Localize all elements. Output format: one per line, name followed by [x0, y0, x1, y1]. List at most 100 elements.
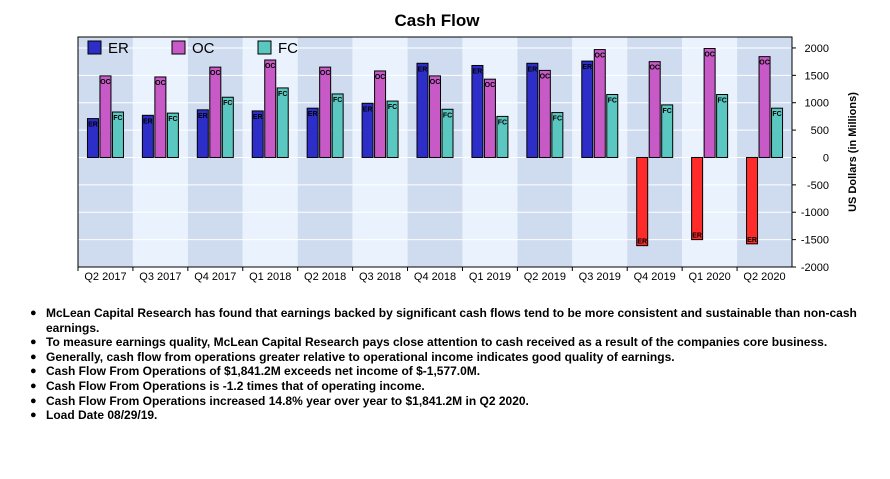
- y-tick-label: -2000: [801, 262, 829, 274]
- x-tick-label: Q4 2017: [194, 271, 236, 283]
- notes-list: McLean Capital Research has found that e…: [30, 306, 880, 423]
- x-tick-label: Q1 2018: [249, 271, 291, 283]
- bar-label-er: ER: [473, 68, 483, 75]
- bar-oc: [264, 59, 277, 158]
- bar-oc: [154, 76, 167, 158]
- x-tick-label: Q2 2020: [743, 271, 785, 283]
- bar-label-fc: FC: [717, 98, 726, 105]
- bar-label-er: ER: [308, 111, 318, 118]
- legend-swatch-er: [87, 40, 102, 55]
- y-axis: 2000 1500 1000 500 0 -500 -1000 -1500 -2000: [792, 43, 829, 274]
- bar-er: [416, 62, 429, 158]
- bar-label-er: ER: [527, 66, 537, 73]
- bar-label-fc: FC: [553, 116, 562, 123]
- bar-fc: [551, 112, 564, 158]
- bar-label-fc: FC: [278, 91, 287, 98]
- bar-label-er: ER: [198, 113, 208, 120]
- legend-swatch-oc: [171, 40, 186, 55]
- bar-er: [306, 107, 319, 158]
- y-tick-label: -1500: [801, 235, 829, 247]
- legend-swatch-fc: [257, 40, 272, 55]
- bar-label-oc: OC: [100, 79, 111, 86]
- bar-label-oc: OC: [759, 60, 770, 67]
- y-tick-label: -500: [807, 180, 829, 192]
- bar-label-oc: OC: [649, 65, 660, 72]
- legend-label-oc: OC: [192, 40, 215, 57]
- x-tick-label: Q3 2018: [359, 271, 401, 283]
- note-item: Cash Flow From Operations increased 14.8…: [30, 394, 880, 409]
- x-tick-label: Q2 2018: [304, 271, 346, 283]
- bar-fc: [111, 111, 124, 158]
- bar-fc: [606, 94, 619, 158]
- bar-fc: [716, 94, 729, 158]
- bar-label-fc: FC: [113, 115, 122, 122]
- bar-er: [251, 110, 264, 158]
- bar-label-oc: OC: [155, 80, 166, 87]
- bar-label-er: ER: [253, 114, 263, 121]
- bar-label-oc: OC: [485, 82, 496, 89]
- bar-label-er: ER: [88, 122, 98, 129]
- y-tick-label: 1000: [805, 98, 829, 110]
- legend-label-er: ER: [108, 40, 129, 57]
- note-item: Load Date 08/29/19.: [30, 408, 880, 423]
- bar-er: [581, 60, 594, 158]
- note-item: Cash Flow From Operations is -1.2 times …: [30, 379, 880, 394]
- y-tick-label: 2000: [805, 43, 829, 55]
- bar-label-fc: FC: [168, 116, 177, 123]
- bar-fc: [496, 115, 509, 158]
- bar-er: [691, 156, 704, 241]
- x-tick-label: Q3 2017: [139, 271, 181, 283]
- bar-oc: [99, 75, 112, 158]
- x-axis: Q2 2017 Q3 2017 Q4 2017 Q1 2018 Q2 2018 Q3 20…: [77, 267, 786, 283]
- bar-label-fc: FC: [223, 100, 232, 107]
- y-tick-label: 1500: [805, 70, 829, 82]
- x-tick-label: Q1 2019: [469, 271, 511, 283]
- bar-oc: [648, 61, 661, 158]
- bar-label-fc: FC: [608, 98, 617, 105]
- bar-er: [746, 156, 759, 245]
- bar-oc: [374, 70, 387, 158]
- x-tick-label: Q2 2017: [84, 271, 126, 283]
- plot-frame: [77, 36, 793, 268]
- x-tick-label: Q1 2020: [689, 271, 731, 283]
- bar-label-oc: OC: [595, 53, 606, 60]
- bar-er: [141, 114, 154, 158]
- bar-fc: [221, 96, 234, 158]
- bar-oc: [758, 56, 771, 158]
- bar-er: [361, 102, 374, 158]
- bar-fc: [661, 104, 674, 158]
- bar-label-fc: FC: [333, 97, 342, 104]
- bar-label-fc: FC: [443, 112, 452, 119]
- bar-label-oc: OC: [265, 63, 276, 70]
- bar-label-er: ER: [143, 118, 153, 125]
- bar-fc: [166, 112, 179, 158]
- bar-label-er: ER: [747, 237, 757, 244]
- y-tick-label: -1000: [801, 207, 829, 219]
- bar-fc: [441, 108, 454, 158]
- bar-label-er: ER: [363, 106, 373, 113]
- bar-er: [471, 64, 484, 158]
- bar-label-er: ER: [418, 66, 428, 73]
- x-tick-label: Q4 2018: [414, 271, 456, 283]
- x-tick-label: Q4 2019: [634, 271, 676, 283]
- bar-fc: [331, 93, 344, 158]
- x-tick-label: Q3 2019: [579, 271, 621, 283]
- note-item: Generally, cash flow from operations gre…: [30, 350, 880, 365]
- bar-label-fc: FC: [388, 104, 397, 111]
- bar-label-oc: OC: [210, 70, 221, 77]
- legend-label-fc: FC: [278, 40, 298, 57]
- bar-oc: [429, 75, 441, 158]
- bar-label-oc: OC: [704, 52, 715, 59]
- bar-oc: [703, 48, 716, 158]
- note-item: McLean Capital Research has found that e…: [30, 306, 880, 335]
- x-tick-label: Q2 2019: [524, 271, 566, 283]
- bar-er: [526, 62, 539, 158]
- bar-oc: [209, 66, 222, 158]
- y-tick-label: 0: [823, 152, 829, 164]
- bar-label-fc: FC: [498, 119, 507, 126]
- chart-title: Cash Flow: [394, 11, 480, 30]
- bar-oc: [593, 49, 606, 158]
- bar-oc: [319, 66, 332, 158]
- bar-fc: [386, 100, 399, 158]
- bar-er: [636, 156, 649, 247]
